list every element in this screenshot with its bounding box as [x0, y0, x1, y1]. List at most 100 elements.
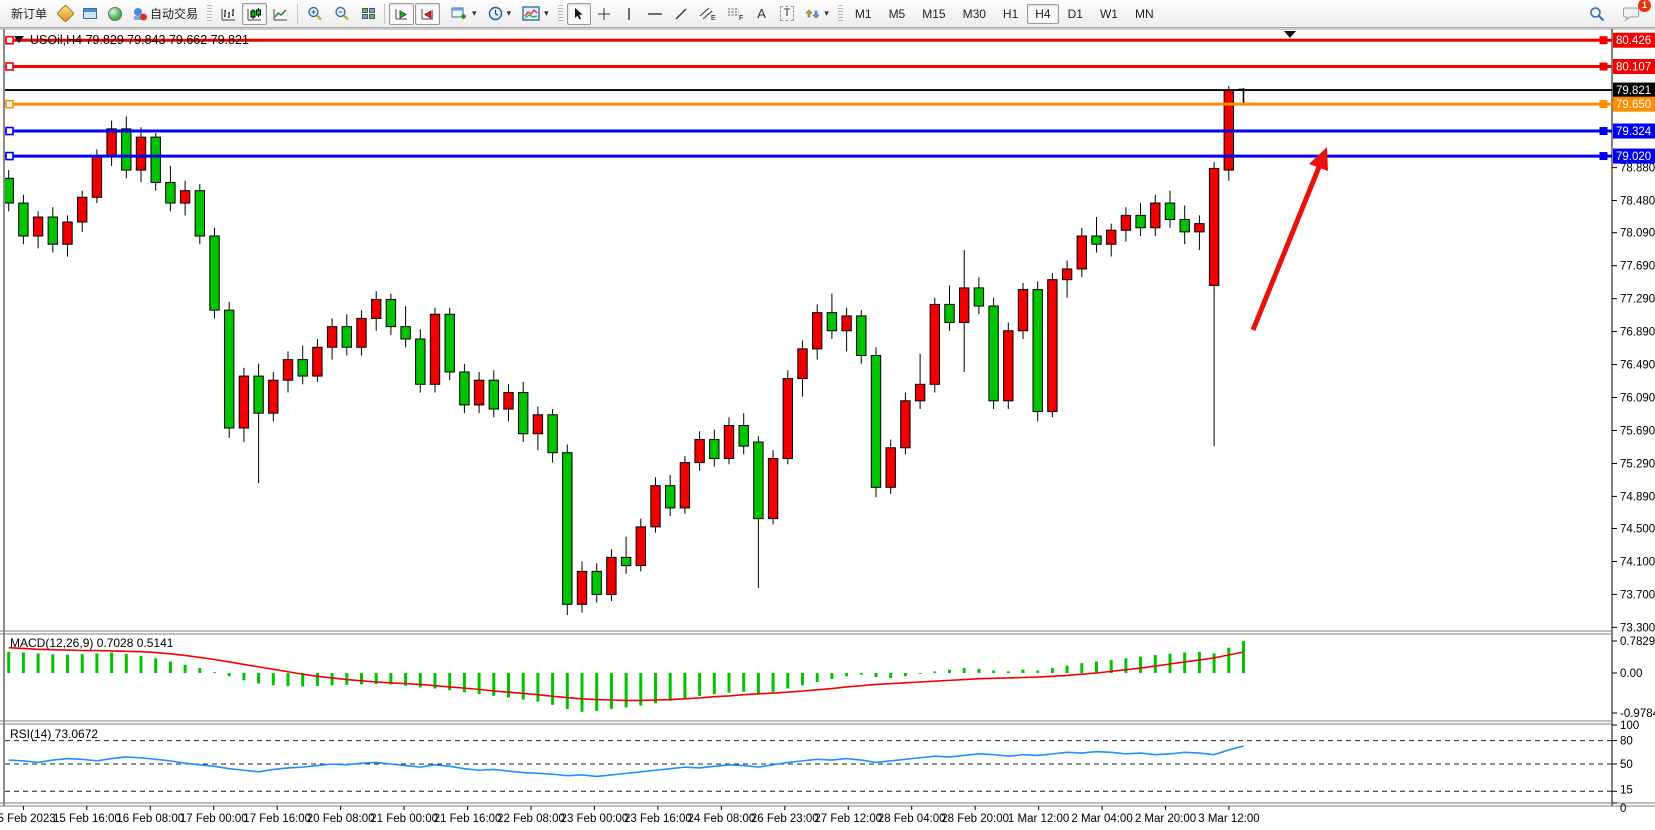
line-handle[interactable] — [5, 35, 14, 45]
candle — [576, 570, 588, 605]
gem-icon-button[interactable] — [53, 3, 77, 25]
tile-windows-icon — [361, 8, 375, 19]
time-axis-label: 21 Feb 16:00 — [434, 813, 502, 825]
line-handle[interactable] — [1599, 100, 1608, 109]
period-clock-button[interactable]: ▾ — [483, 3, 517, 25]
candle — [914, 383, 926, 402]
equidistant-channel-tool-button[interactable]: E — [694, 3, 721, 25]
candle — [282, 359, 294, 381]
text-tool-button[interactable]: A — [750, 3, 774, 25]
timeframe-m30[interactable]: M30 — [962, 6, 986, 21]
timeframe-h1[interactable]: H1 — [1002, 6, 1019, 21]
notifications-button[interactable]: 1 — [1618, 0, 1651, 25]
candle — [1135, 214, 1146, 229]
new-order-button[interactable]: 新订单 — [6, 3, 52, 25]
price-axis-tick: 78.480 — [1620, 196, 1655, 208]
crosshair-tool-button[interactable] — [592, 3, 616, 25]
time-axis-label: 23 Feb 16:00 — [624, 813, 692, 825]
candle — [268, 379, 279, 414]
candlestick-chart-button[interactable] — [242, 2, 268, 25]
toolbar-grip — [207, 4, 213, 23]
price-axis-tick: 76.490 — [1620, 360, 1655, 372]
trend-arrow-annotation[interactable] — [1250, 147, 1328, 331]
new-chart-button[interactable]: ▾ — [446, 3, 482, 25]
auto-scroll-icon — [395, 8, 408, 19]
macd-axis-tick: 0.00 — [1620, 668, 1642, 680]
line-handle[interactable] — [1599, 152, 1608, 161]
candle — [356, 317, 367, 348]
candle — [797, 348, 808, 380]
candle — [400, 326, 411, 340]
candle — [5, 177, 14, 204]
candle — [297, 359, 308, 377]
panel-separator[interactable] — [0, 630, 1655, 807]
indicators-button[interactable]: ▾ — [517, 3, 554, 25]
line-chart-button[interactable] — [268, 3, 293, 25]
line-handle[interactable] — [5, 151, 14, 161]
time-axis-label: 28 Feb 20:00 — [941, 813, 1009, 825]
arrow-shaft[interactable] — [1250, 166, 1322, 331]
chart-shift-button[interactable] — [415, 2, 441, 25]
price-axis-tick: 77.290 — [1620, 294, 1655, 306]
candle — [341, 326, 353, 348]
chevron-down-icon: ▾ — [824, 8, 829, 18]
chat-bubble-icon — [1623, 7, 1639, 21]
line-handle[interactable] — [1599, 36, 1608, 45]
line-handle[interactable] — [5, 62, 14, 71]
signals-button[interactable] — [103, 3, 127, 25]
candle — [738, 425, 749, 447]
autotrading-label: 自动交易 — [150, 7, 199, 21]
candle — [150, 136, 161, 183]
line-handle[interactable] — [1599, 62, 1608, 71]
rsi-axis-tick: 15 — [1620, 784, 1633, 796]
candle — [870, 354, 882, 488]
bar-chart-button[interactable] — [216, 3, 241, 25]
timeframe-m5[interactable]: M5 — [888, 6, 906, 21]
line-handle[interactable] — [5, 126, 14, 136]
time-axis-label: 3 Mar 12:00 — [1198, 813, 1259, 825]
timeframe-mn[interactable]: MN — [1134, 6, 1154, 21]
tile-windows-button[interactable] — [356, 3, 380, 25]
candle — [1179, 219, 1190, 233]
vertical-line-icon — [627, 7, 630, 20]
search-button[interactable] — [1584, 3, 1610, 25]
price-axis-tick: 76.890 — [1620, 327, 1655, 339]
rsi-axis-tick: 50 — [1620, 759, 1633, 771]
candle — [782, 378, 793, 459]
price-axis-tick: 78.880 — [1620, 163, 1655, 175]
cursor-tool-button[interactable] — [566, 2, 591, 25]
time-axis-label: 28 Feb 04:00 — [878, 813, 946, 825]
candle — [1194, 223, 1205, 233]
timeframe-d1[interactable]: D1 — [1067, 6, 1083, 21]
line-handle[interactable] — [1599, 127, 1608, 136]
horizontal-line-tool-button[interactable] — [642, 3, 668, 25]
timeframe-m15[interactable]: M15 — [922, 6, 946, 21]
market-watch-button[interactable] — [78, 3, 102, 25]
rsi-layer — [5, 740, 1612, 792]
arrows-tool-button[interactable]: ▾ — [800, 3, 834, 25]
zoom-out-button[interactable] — [329, 3, 355, 25]
text-label-tool-button[interactable]: T — [775, 3, 800, 25]
auto-scroll-button[interactable] — [389, 2, 415, 25]
svg-text:F: F — [739, 15, 743, 21]
arrow-head[interactable] — [1309, 147, 1328, 171]
fibonacci-tool-button[interactable]: F — [722, 3, 749, 25]
line-price-box — [1613, 123, 1655, 139]
title-dropdown-icon[interactable] — [14, 36, 24, 43]
main-toolbar: 新订单 自动交易 — [0, 0, 1655, 28]
vertical-line-tool-button[interactable] — [617, 3, 641, 25]
candle — [694, 439, 705, 464]
candle — [371, 298, 382, 319]
trendline-tool-button[interactable] — [669, 3, 693, 25]
autotrading-button[interactable]: 自动交易 — [128, 3, 203, 25]
down-triangle-marker[interactable] — [1284, 31, 1296, 38]
timeframe-m1[interactable]: M1 — [854, 6, 872, 21]
price-axis-tick: 74.100 — [1620, 556, 1655, 568]
zoom-in-button[interactable] — [302, 3, 328, 25]
timeframe-h4[interactable]: H4 — [1027, 3, 1059, 24]
candle — [900, 400, 911, 449]
timeframe-w1[interactable]: W1 — [1099, 6, 1118, 21]
line-handle[interactable] — [5, 99, 14, 109]
